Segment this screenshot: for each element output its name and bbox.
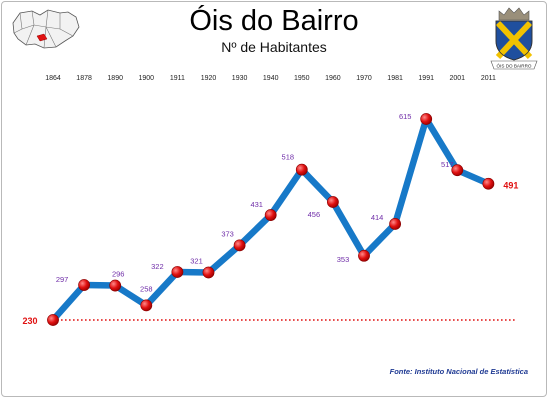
data-label: 491: [503, 181, 518, 191]
data-label: 297: [56, 275, 69, 284]
location-map: [12, 9, 80, 49]
x-tick-label: 1900: [139, 75, 155, 82]
source-note: Fonte: Instituto Nacional de Estatística: [389, 367, 528, 376]
crest-shield-rim: [495, 20, 533, 61]
crest-ribbon: [490, 60, 538, 70]
x-tick-label: 1864: [45, 75, 61, 82]
data-point: [358, 249, 370, 262]
data-point: [171, 266, 184, 278]
crest-motto: ÓIS DO BAIRRO: [497, 62, 532, 68]
chart-subtitle: Nº de Habitantes: [221, 39, 327, 55]
x-tick-label: 1878: [76, 75, 92, 82]
data-point: [295, 163, 308, 176]
data-point: [233, 239, 246, 252]
x-tick-label: 1940: [263, 75, 279, 82]
x-tick-label: 1981: [387, 75, 403, 82]
data-label: 517: [441, 160, 454, 169]
region-borders: [13, 9, 74, 49]
data-label: 258: [140, 284, 153, 293]
data-label: 296: [112, 270, 125, 279]
coat-of-arms: ÓIS DO BAIRRO: [490, 7, 538, 70]
crest-crown: [498, 7, 530, 21]
data-point: [47, 314, 59, 326]
data-point: [420, 113, 433, 125]
data-point: [78, 279, 90, 291]
chart-title: Óis do Bairro: [189, 5, 359, 37]
data-label: 353: [337, 255, 350, 264]
x-tick-label: 1991: [418, 75, 434, 82]
data-label: 518: [282, 153, 295, 162]
data-point: [482, 177, 495, 190]
data-point: [202, 266, 215, 279]
x-tick-label: 1890: [107, 75, 123, 82]
data-point: [451, 164, 464, 177]
data-label: 373: [221, 229, 234, 238]
x-tick-label: 1960: [325, 75, 341, 82]
data-point: [389, 218, 401, 230]
x-tick-label: 1930: [232, 75, 248, 82]
data-label: 414: [371, 213, 384, 222]
x-tick-label: 1920: [201, 75, 217, 82]
data-label: 321: [190, 256, 203, 265]
data-point: [326, 196, 339, 208]
data-point: [140, 299, 153, 312]
x-tick-label: 2011: [481, 75, 496, 82]
crest-saltire: [495, 20, 533, 60]
x-tick-label: 1950: [294, 75, 310, 82]
data-label: 230: [22, 316, 37, 326]
x-tick-label: 1911: [170, 75, 185, 82]
x-tick-label: 2001: [450, 75, 466, 82]
highlighted-parish: [36, 33, 48, 42]
data-point: [264, 209, 277, 221]
data-point: [109, 279, 122, 292]
data-label: 431: [250, 200, 263, 209]
data-label: 615: [399, 112, 412, 121]
x-tick-label: 1970: [356, 75, 372, 82]
data-label: 322: [151, 262, 164, 271]
data-label: 456: [308, 210, 321, 219]
population-line-chart: 1864 1878 1890 1900 1911 1920 1930 1940 1950 1960…: [22, 75, 518, 326]
